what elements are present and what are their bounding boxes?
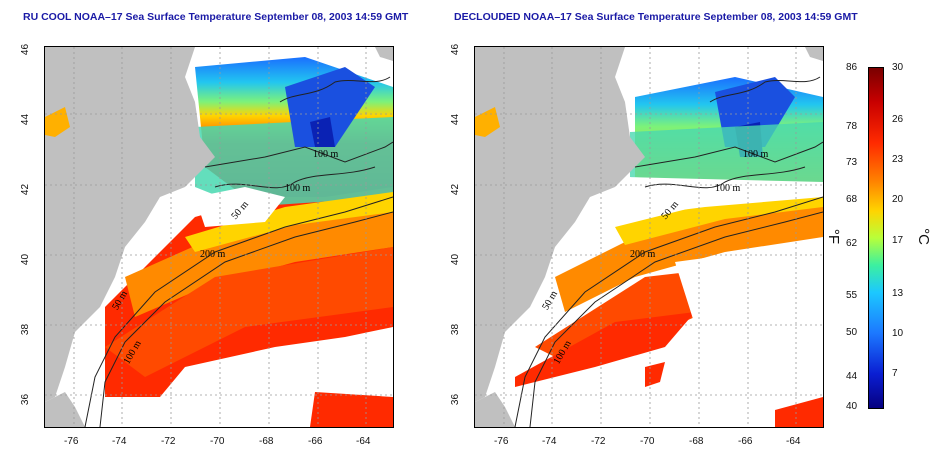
right-y-tick-label: 38 xyxy=(450,323,462,336)
celsius-tick-label: 17 xyxy=(892,235,904,246)
left-y-tick-label: 38 xyxy=(20,323,32,336)
fahrenheit-tick-label: 40 xyxy=(846,401,858,412)
fahrenheit-tick-label: 68 xyxy=(846,194,858,205)
left-x-tick-label: -74 xyxy=(112,436,127,447)
left-x-tick-label: -72 xyxy=(161,436,176,447)
right-x-tick-label: -74 xyxy=(542,436,557,447)
right-y-tick-label: 36 xyxy=(450,393,462,406)
contour-label: 200 m xyxy=(200,249,226,260)
contour-label: 100 m xyxy=(743,149,769,160)
left-y-tick-label: 44 xyxy=(20,113,32,126)
right-map-title: DECLOUDED NOAA–17 Sea Surface Temperatur… xyxy=(454,11,858,23)
fahrenheit-tick-label: 44 xyxy=(846,371,858,382)
right-x-tick-label: -72 xyxy=(591,436,606,447)
celsius-tick-label: 7 xyxy=(892,368,898,379)
left-x-tick-label: -76 xyxy=(64,436,79,447)
fahrenheit-tick-label: 62 xyxy=(846,238,858,249)
fahrenheit-tick-label: 73 xyxy=(846,157,858,168)
right-y-tick-label: 42 xyxy=(450,183,462,196)
contour-label: 100 m xyxy=(313,149,339,160)
right-y-tick-label: 46 xyxy=(450,43,462,56)
celsius-unit-label: °C xyxy=(914,228,932,245)
celsius-tick-label: 26 xyxy=(892,114,904,125)
celsius-tick-label: 10 xyxy=(892,328,904,339)
left-sst-map: 100 m 100 m 50 m 200 m 50 m 100 m xyxy=(44,46,394,428)
celsius-tick-label: 20 xyxy=(892,194,904,205)
right-x-tick-label: -76 xyxy=(494,436,509,447)
left-y-tick-label: 42 xyxy=(20,183,32,196)
right-x-tick-label: -66 xyxy=(738,436,753,447)
right-x-tick-label: -70 xyxy=(640,436,655,447)
right-x-tick-label: -68 xyxy=(689,436,704,447)
left-map-title: RU COOL NOAA–17 Sea Surface Temperature … xyxy=(23,11,409,23)
contour-label: 200 m xyxy=(630,249,656,260)
celsius-tick-label: 13 xyxy=(892,288,904,299)
fahrenheit-tick-label: 55 xyxy=(846,290,858,301)
right-y-tick-label: 44 xyxy=(450,113,462,126)
left-x-tick-label: -64 xyxy=(356,436,371,447)
right-map-image xyxy=(475,47,823,427)
left-x-tick-label: -66 xyxy=(308,436,323,447)
contour-label: 100 m xyxy=(715,183,741,194)
temperature-colorbar xyxy=(868,67,884,409)
left-x-tick-label: -70 xyxy=(210,436,225,447)
left-y-tick-label: 40 xyxy=(20,253,32,266)
fahrenheit-tick-label: 78 xyxy=(846,121,858,132)
right-x-tick-label: -64 xyxy=(786,436,801,447)
contour-label: 100 m xyxy=(285,183,311,194)
fahrenheit-unit-label: °F xyxy=(825,228,843,245)
fahrenheit-tick-label: 50 xyxy=(846,327,858,338)
right-sst-map: 100 m 100 m 50 m 200 m 50 m 100 m xyxy=(474,46,824,428)
left-y-tick-label: 46 xyxy=(20,43,32,56)
fahrenheit-tick-label: 86 xyxy=(846,62,858,73)
left-y-tick-label: 36 xyxy=(20,393,32,406)
celsius-tick-label: 30 xyxy=(892,62,904,73)
left-x-tick-label: -68 xyxy=(259,436,274,447)
celsius-tick-label: 23 xyxy=(892,154,904,165)
left-map-image xyxy=(45,47,393,427)
right-y-tick-label: 40 xyxy=(450,253,462,266)
